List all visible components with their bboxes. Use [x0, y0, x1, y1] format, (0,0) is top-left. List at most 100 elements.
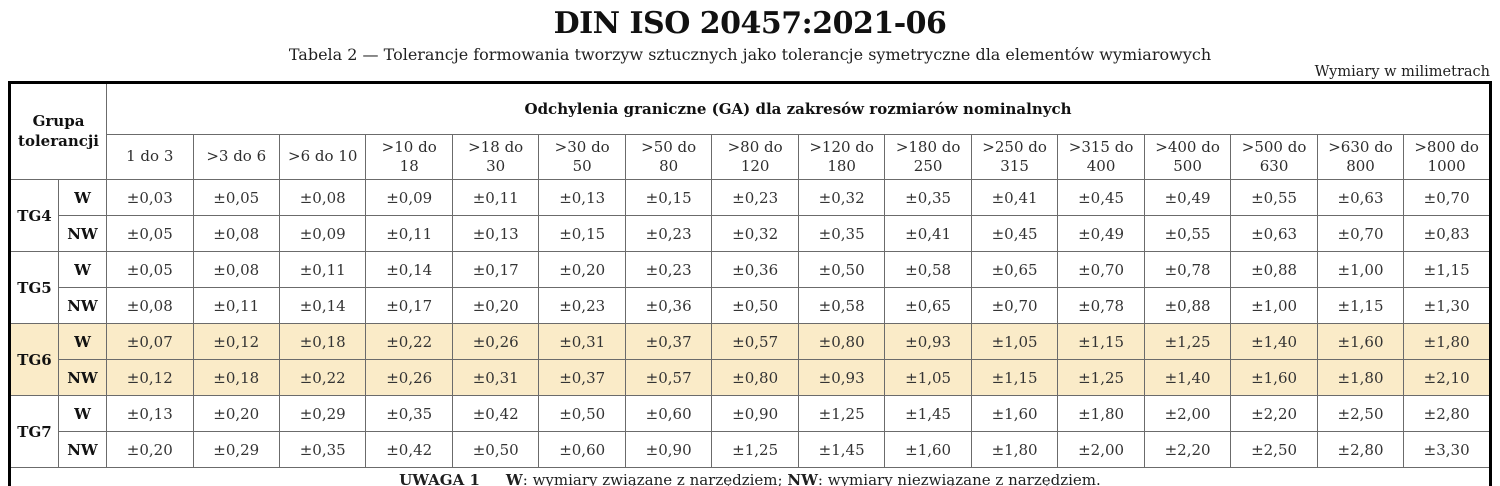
note-row: UWAGA 1 W: wymiary związane z narzędziem;… — [9, 467, 1491, 486]
units-note: Wymiary w milimetrach — [1314, 64, 1490, 80]
tolerance-value-cell: ±1,00 — [1230, 287, 1318, 324]
tolerance-value-cell: ±0,03 — [106, 179, 194, 216]
tolerance-value-cell: ±0,20 — [451, 287, 540, 324]
tolerance-value-cell: ±0,35 — [365, 395, 453, 432]
tolerance-value-cell: ±0,13 — [451, 215, 540, 252]
tolerance-value-cell: ±1,60 — [1230, 359, 1318, 396]
tolerance-value-cell: ±0,11 — [365, 215, 453, 252]
tolerance-value-cell: ±0,88 — [1143, 287, 1232, 324]
tolerance-value-cell: ±0,05 — [106, 215, 194, 252]
tolerance-value-cell: ±0,05 — [106, 251, 194, 288]
tolerance-value-cell: ±0,13 — [538, 179, 626, 216]
tolerance-value-cell: ±1,25 — [711, 431, 799, 468]
tolerance-value-cell: ±0,88 — [1230, 251, 1318, 288]
tolerance-value-cell: ±0,35 — [884, 179, 972, 216]
tolerance-value-cell: ±0,45 — [970, 215, 1059, 252]
tolerance-value-cell: ±0,57 — [711, 323, 799, 360]
tolerance-value-cell: ±0,08 — [278, 179, 367, 216]
tolerance-value-cell: ±0,70 — [1057, 251, 1145, 288]
tolerance-value-cell: ±1,80 — [1403, 323, 1491, 360]
tolerance-value-cell: ±0,35 — [797, 215, 886, 252]
tolerance-value-cell: ±0,11 — [278, 251, 367, 288]
tolerance-row: TG5 W ±0,05 ±0,08 ±0,11 ±0,14 ±0,17 ±0,20 ±0,23 ±… — [9, 251, 1491, 324]
tolerance-value-cell: ±0,29 — [278, 395, 367, 432]
dimension-type-cell: W — [57, 395, 108, 432]
tolerance-value-cell: ±0,37 — [624, 323, 713, 360]
tolerance-value-cell: ±0,41 — [884, 215, 972, 252]
note-w-text: : wymiary związane z narzędziem; — [522, 470, 788, 486]
size-range-header: >120 do 180 — [797, 134, 886, 180]
dimension-type-cell: W — [57, 323, 108, 360]
tolerance-value-cell: ±1,15 — [970, 359, 1059, 396]
tolerance-value-cell: ±1,40 — [1230, 323, 1318, 360]
size-range-header: >800 do 1000 — [1403, 134, 1491, 180]
tolerance-value-cell: ±1,80 — [1316, 359, 1405, 396]
tolerance-row: TG7 W ±0,13 ±0,20 ±0,29 ±0,35 ±0,42 ±0,50 ±0,60 ±… — [9, 395, 1491, 468]
tolerance-value-cell: ±0,22 — [365, 323, 453, 360]
tolerance-value-cell: ±1,25 — [797, 395, 886, 432]
tolerance-value-cell: ±1,15 — [1057, 323, 1145, 360]
tolerance-value-cell: ±0,15 — [624, 179, 713, 216]
tolerance-value-cell: ±0,60 — [538, 431, 626, 468]
size-range-header: >3 do 6 — [192, 134, 280, 180]
dimension-type-cell: NW — [57, 287, 108, 324]
tolerance-value-cell: ±0,20 — [192, 395, 280, 432]
tolerance-value-cell: ±0,15 — [538, 215, 626, 252]
tolerance-value-cell: ±0,50 — [538, 395, 626, 432]
tolerance-value-cell: ±0,42 — [451, 395, 540, 432]
tolerance-value-cell: ±3,30 — [1403, 431, 1491, 468]
tolerance-group-cell: TG7 — [9, 395, 59, 468]
tolerance-value-cell: ±1,05 — [970, 323, 1059, 360]
tolerance-value-cell: ±2,20 — [1230, 395, 1318, 432]
tolerance-value-cell: ±0,36 — [711, 251, 799, 288]
tolerance-value-cell: ±0,17 — [365, 287, 453, 324]
size-range-header: >315 do 400 — [1057, 134, 1145, 180]
tolerance-table-head: Grupa tolerancji Odchylenia graniczne (G… — [8, 82, 1491, 180]
tolerance-value-cell: ±0,14 — [365, 251, 453, 288]
tolerance-value-cell: ±2,20 — [1143, 431, 1232, 468]
dimension-type-cell: NW — [57, 431, 108, 468]
size-range-header: >10 do 18 — [365, 134, 453, 180]
tolerance-value-cell: ±2,00 — [1143, 395, 1232, 432]
tolerance-table-body: TG4 W ±0,03 ±0,05 ±0,08 ±0,09 ±0,11 ±0,13 ±0,15 ±… — [9, 179, 1491, 468]
tolerance-value-cell: ±0,45 — [1057, 179, 1145, 216]
tolerance-value-cell: ±0,08 — [192, 251, 280, 288]
tolerance-value-cell: ±0,23 — [624, 251, 713, 288]
size-range-header: >30 do 50 — [538, 134, 626, 180]
size-range-header: >500 do 630 — [1230, 134, 1318, 180]
tolerance-value-cell: ±0,20 — [538, 251, 626, 288]
tolerance-value-cell: ±0,50 — [451, 431, 540, 468]
tolerance-row: TG4 W ±0,03 ±0,05 ±0,08 ±0,09 ±0,11 ±0,13 ±0,15 ±… — [9, 179, 1491, 252]
tolerance-value-cell: ±1,25 — [1057, 359, 1145, 396]
tolerance-value-cell: ±0,41 — [970, 179, 1059, 216]
size-range-header: >80 do 120 — [711, 134, 799, 180]
tolerance-value-cell: ±0,60 — [624, 395, 713, 432]
tolerance-value-cell: ±0,65 — [884, 287, 972, 324]
tolerance-value-cell: ±1,15 — [1316, 287, 1405, 324]
tolerance-value-cell: ±0,80 — [797, 323, 886, 360]
tolerance-value-cell: ±2,10 — [1403, 359, 1491, 396]
tolerance-value-cell: ±2,00 — [1057, 431, 1145, 468]
tolerance-value-cell: ±0,08 — [192, 215, 280, 252]
tolerance-table-foot: UWAGA 1 W: wymiary związane z narzędziem;… — [9, 467, 1491, 486]
tolerance-row: NW ±0,12 ±0,18 ±0,22 ±0,26 ±0,31 ±0,37 ±0,57 ±0,… — [10, 359, 1491, 396]
tolerance-value-cell: ±0,08 — [106, 287, 194, 324]
header-row-top: Grupa tolerancji Odchylenia graniczne (G… — [8, 82, 1491, 180]
tolerance-value-cell: ±0,09 — [365, 179, 453, 216]
tolerance-value-cell: ±1,80 — [1057, 395, 1145, 432]
note-nw-term: NW — [787, 470, 818, 486]
tolerance-value-cell: ±0,70 — [970, 287, 1059, 324]
tolerance-value-cell: ±0,93 — [884, 323, 972, 360]
dimension-type-cell: NW — [57, 359, 108, 396]
tolerance-value-cell: ±1,80 — [970, 431, 1059, 468]
tolerance-value-cell: ±0,49 — [1057, 215, 1145, 252]
tolerance-row: NW ±0,05 ±0,08 ±0,09 ±0,11 ±0,13 ±0,15 ±0,23 ±0,… — [10, 215, 1491, 252]
table-caption: Tabela 2 — Tolerancje formowania tworzyw… — [288, 45, 1212, 64]
tolerance-value-cell: ±1,30 — [1403, 287, 1491, 324]
tolerance-value-cell: ±0,23 — [538, 287, 626, 324]
tolerance-value-cell: ±0,55 — [1230, 179, 1318, 216]
tolerance-value-cell: ±0,58 — [797, 287, 886, 324]
tolerance-group-cell: TG5 — [9, 251, 59, 324]
tolerance-value-cell: ±1,05 — [884, 359, 972, 396]
